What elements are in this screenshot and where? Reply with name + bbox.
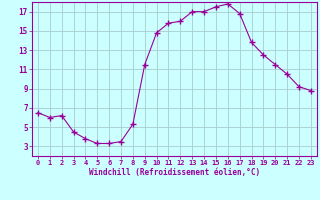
X-axis label: Windchill (Refroidissement éolien,°C): Windchill (Refroidissement éolien,°C) (89, 168, 260, 177)
